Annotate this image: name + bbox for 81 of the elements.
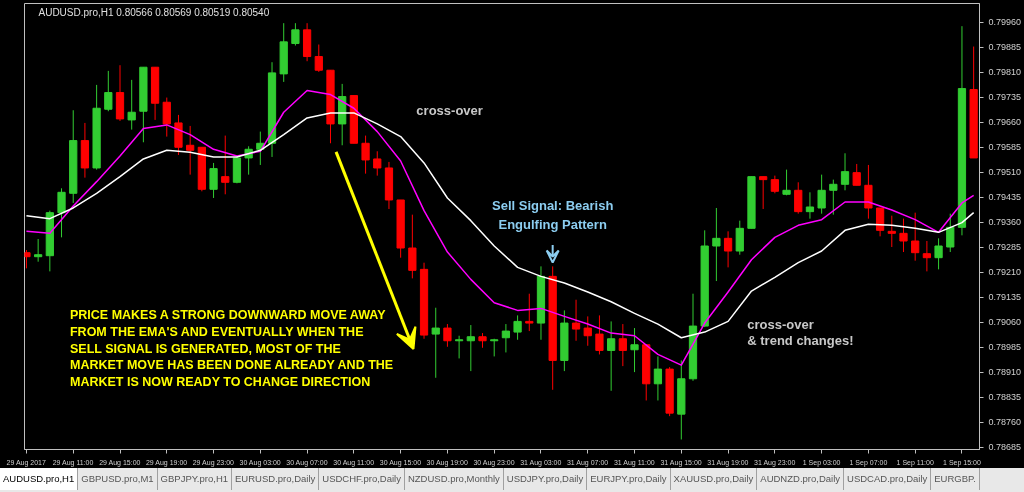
candlestick <box>104 70 113 112</box>
candlestick <box>595 314 604 355</box>
candlestick <box>466 324 475 372</box>
chart-title: AUDUSD.pro,H1 0.80566 0.80569 0.80519 0.80540 <box>38 6 270 18</box>
candlestick <box>408 214 417 279</box>
annotation: cross-over & trend changes! <box>747 317 854 349</box>
candlestick <box>513 314 522 341</box>
y-tick-label: 0.79885 <box>988 42 1022 53</box>
y-tick-label: 0.79735 <box>988 92 1022 103</box>
candlestick <box>805 191 815 220</box>
candlestick <box>852 163 861 186</box>
y-tick-label: 0.79960 <box>988 17 1022 28</box>
candlestick <box>34 238 43 263</box>
candlestick <box>373 150 382 177</box>
text: GBPJPY.pro,H1 <box>157 468 233 490</box>
text: AUDNZD.pro,Daily <box>757 468 845 490</box>
text: EURJPY.pro,Daily <box>587 468 671 490</box>
candlestick <box>723 230 733 268</box>
text: USDCAD.pro,Daily <box>844 468 932 490</box>
annotation: Sell Signal: Bearish Engulfing Pattern <box>491 198 614 233</box>
candlestick <box>899 218 908 253</box>
candlestick <box>455 335 464 359</box>
text: USDJPY.pro,Daily <box>503 468 588 490</box>
candlestick <box>127 79 136 131</box>
y-tick-label: 0.78910 <box>988 367 1022 378</box>
candlestick <box>443 323 452 348</box>
annotation: PRICE MAKES A STRONG DOWNWARD MOVE AWAY FROM THE EMA'S AND EVENTUALLY WHEN THE SELL SIGNAL IS GENERATED, MOST OF THE MARKET MOVE HAS BEEN DONE ALREADY AND THE MARKET IS NOW READY TO CHANGE DIRECTION <box>69 307 394 390</box>
text: EURGBP. <box>931 468 980 490</box>
y-tick-label: 0.79135 <box>988 292 1022 303</box>
text: EURUSD.pro,Daily <box>232 468 320 490</box>
candlestick <box>314 44 323 73</box>
candlestick <box>501 323 511 353</box>
y-tick-label: 0.79435 <box>988 192 1022 203</box>
candlestick <box>911 212 920 262</box>
text: AUDUSD.pro,H1 <box>0 468 79 490</box>
y-tick-label: 0.78685 <box>988 442 1022 453</box>
text: XAUUSD.pro,Daily <box>670 468 758 490</box>
candlestick <box>571 299 581 342</box>
y-tick-label: 0.78835 <box>988 392 1022 403</box>
candlestick <box>209 162 218 199</box>
candlestick <box>291 22 300 47</box>
candlestick <box>735 220 744 256</box>
candlestick <box>618 323 627 367</box>
y-tick-label: 0.79210 <box>988 267 1022 278</box>
candlestick <box>630 327 639 373</box>
candlestick <box>583 315 592 347</box>
annotation: cross-over <box>416 103 483 119</box>
text: GBPUSD.pro,M1 <box>78 468 158 490</box>
candlestick <box>162 97 171 138</box>
candlestick <box>525 293 534 332</box>
y-tick-label: 0.79585 <box>988 142 1022 153</box>
candlestick <box>840 152 850 191</box>
y-tick-label: 0.78760 <box>988 417 1022 428</box>
candlestick <box>946 213 955 253</box>
y-tick-label: 0.79360 <box>988 217 1022 228</box>
candlestick <box>934 237 943 270</box>
candlestick <box>57 187 66 238</box>
text: NZDUSD.pro,Monthly <box>404 468 504 490</box>
y-tick-label: 0.79510 <box>988 167 1022 178</box>
candlestick <box>864 164 873 220</box>
candlestick <box>922 240 931 272</box>
y-tick-label: 0.79660 <box>988 117 1022 128</box>
y-tick-label: 0.79060 <box>988 317 1022 328</box>
y-tick-label: 0.79810 <box>988 67 1022 78</box>
text: USDCHF.pro,Daily <box>319 468 405 490</box>
candlestick <box>829 179 838 216</box>
y-tick-label: 0.78985 <box>988 342 1022 353</box>
candlestick <box>794 181 803 215</box>
candlestick <box>361 135 370 175</box>
candlestick <box>24 249 31 269</box>
candlestick <box>759 176 768 210</box>
candlestick <box>817 174 826 215</box>
candlestick <box>887 215 896 248</box>
candlestick <box>653 355 663 401</box>
candlestick <box>782 169 791 196</box>
candlestick <box>712 207 721 282</box>
candlestick <box>186 125 195 176</box>
candlestick <box>431 307 440 379</box>
candlestick <box>221 135 230 195</box>
y-tick-label: 0.79285 <box>988 242 1022 253</box>
candlestick <box>607 320 616 392</box>
